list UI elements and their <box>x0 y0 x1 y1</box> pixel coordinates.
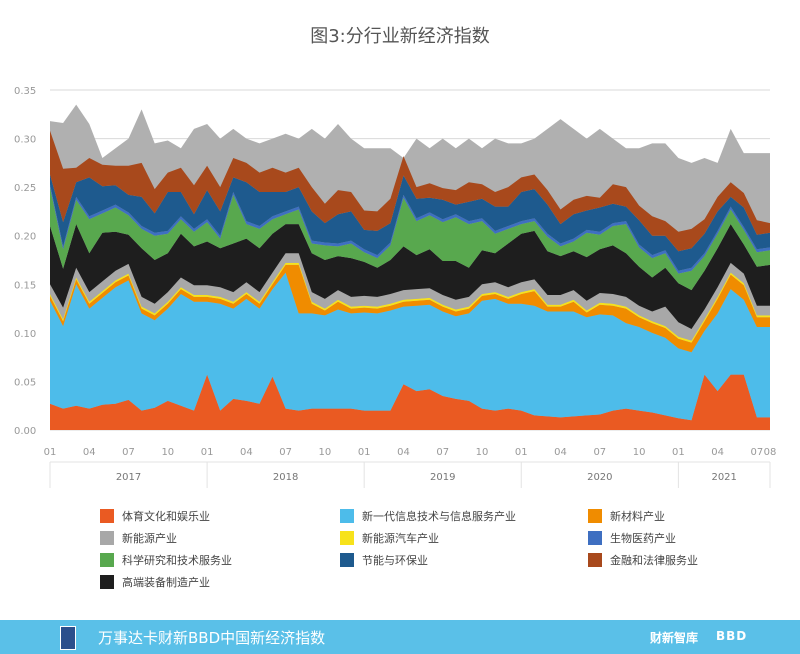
x-tick-label: 01 <box>672 447 685 458</box>
legend-label: 体育文化和娱乐业 <box>122 510 210 523</box>
series-area <box>50 187 770 291</box>
axis-layer: 0.00 0.05 0.10 0.15 0.20 0.25 0.30 0.35 01 04 07 10… <box>14 86 776 488</box>
y-tick-label: 0.35 <box>14 86 36 97</box>
y-tick-label: 0.30 <box>14 135 36 146</box>
legend-label: 新能源汽车产业 <box>362 532 439 545</box>
legend-swatch <box>340 509 354 523</box>
legend-item: 科学研究和技术服务业 <box>100 552 232 568</box>
legend-swatch <box>340 553 354 567</box>
x-tick-label: 07 <box>593 447 606 458</box>
y-tick-label: 0.10 <box>14 329 36 340</box>
x-year-label: 2020 <box>587 472 612 483</box>
legend-swatch <box>340 531 354 545</box>
x-tick-label: 01 <box>201 447 214 458</box>
x-tick-label: 04 <box>397 447 410 458</box>
legend-swatch <box>588 509 602 523</box>
x-tick-label: 10 <box>476 447 489 458</box>
legend-item: 新能源汽车产业 <box>340 530 439 546</box>
legend-label: 金融和法律服务业 <box>610 554 698 567</box>
y-tick-label: 0.15 <box>14 280 36 291</box>
legend-swatch <box>100 553 114 567</box>
y-tick-label: 0.00 <box>14 426 36 437</box>
series-area <box>50 224 770 329</box>
legend-label: 高端装备制造产业 <box>122 576 210 589</box>
x-tick-label: 08 <box>764 447 777 458</box>
y-tick-label: 0.20 <box>14 232 36 243</box>
legend-label: 新一代信息技术与信息服务产业 <box>362 510 516 523</box>
legend-item: 节能与环保业 <box>340 552 428 568</box>
legend-swatch <box>100 575 114 589</box>
footer-bar: 万事达卡财新BBD中国新经济指数 财新智库 BBD <box>0 620 800 654</box>
area-layer <box>50 104 770 430</box>
x-tick-label: 07 <box>122 447 135 458</box>
x-tick-label: 04 <box>554 447 567 458</box>
legend-label: 新材料产业 <box>610 510 665 523</box>
x-tick-label: 04 <box>711 447 724 458</box>
legend-item: 生物医药产业 <box>588 530 676 546</box>
x-tick-label: 07 <box>436 447 449 458</box>
x-tick-label: 01 <box>44 447 57 458</box>
legend-item: 高端装备制造产业 <box>100 574 210 590</box>
brand-logo-caixin: 财新智库 <box>650 631 699 645</box>
legend-label: 节能与环保业 <box>362 554 428 567</box>
footer-title: 万事达卡财新BBD中国新经济指数 <box>98 629 326 647</box>
stacked-area-chart: 0.00 0.05 0.10 0.15 0.20 0.25 0.30 0.35 01 04 07 10… <box>14 86 776 488</box>
legend-item: 新能源产业 <box>100 530 177 546</box>
series-area <box>50 374 770 430</box>
x-tick-label: 10 <box>161 447 174 458</box>
x-tick-label: 01 <box>358 447 371 458</box>
brand-logo-bbd: BBD <box>716 629 748 643</box>
legend-label: 新能源产业 <box>122 532 177 545</box>
series-area <box>50 253 770 341</box>
legend-item: 金融和法律服务业 <box>588 552 698 568</box>
x-tick-label: 10 <box>319 447 332 458</box>
book-cover-icon <box>60 626 76 650</box>
y-tick-label: 0.05 <box>14 377 36 388</box>
x-tick-label: 04 <box>83 447 96 458</box>
legend-label: 生物医药产业 <box>610 532 676 545</box>
legend-item: 新一代信息技术与信息服务产业 <box>340 508 516 524</box>
x-tick-label: 10 <box>633 447 646 458</box>
x-tick-label: 04 <box>240 447 253 458</box>
legend-swatch <box>588 531 602 545</box>
series-area <box>50 130 770 252</box>
legend-item: 体育文化和娱乐业 <box>100 508 210 524</box>
x-year-label: 2021 <box>711 472 736 483</box>
legend-swatch <box>588 553 602 567</box>
legend-swatch <box>100 531 114 545</box>
series-area <box>50 272 770 421</box>
x-year-label: 2017 <box>116 472 141 483</box>
x-tick-label: 01 <box>515 447 528 458</box>
series-area <box>50 174 770 271</box>
x-year-label: 2019 <box>430 472 455 483</box>
x-tick-label: 07 <box>279 447 292 458</box>
legend-swatch <box>100 509 114 523</box>
y-tick-label: 0.25 <box>14 183 36 194</box>
legend-label: 科学研究和技术服务业 <box>122 554 232 567</box>
x-tick-label: 07 <box>751 447 764 458</box>
x-year-label: 2018 <box>273 472 298 483</box>
legend-item: 新材料产业 <box>588 508 665 524</box>
chart-title: 图3:分行业新经济指数 <box>310 26 490 47</box>
